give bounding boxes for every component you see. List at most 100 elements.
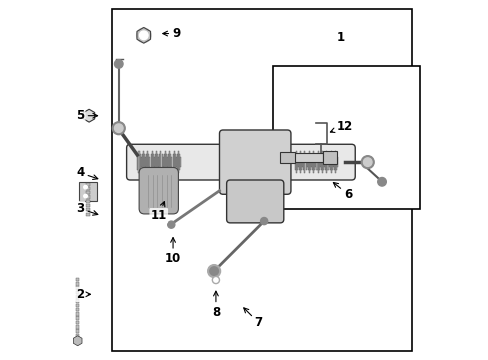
Text: 12: 12 <box>330 120 352 133</box>
Bar <box>76 291 80 294</box>
Bar <box>76 316 80 320</box>
FancyBboxPatch shape <box>305 154 306 170</box>
Bar <box>76 295 80 298</box>
FancyBboxPatch shape <box>179 154 180 170</box>
FancyBboxPatch shape <box>147 152 148 173</box>
FancyBboxPatch shape <box>177 154 178 170</box>
Bar <box>86 183 90 186</box>
Bar <box>76 312 80 316</box>
Bar <box>112 9 411 351</box>
Bar <box>86 212 90 216</box>
FancyBboxPatch shape <box>300 152 301 173</box>
FancyBboxPatch shape <box>324 157 325 167</box>
Bar <box>287 153 323 162</box>
Circle shape <box>207 265 220 278</box>
FancyBboxPatch shape <box>310 157 311 167</box>
Circle shape <box>260 217 267 225</box>
FancyBboxPatch shape <box>334 152 336 173</box>
FancyBboxPatch shape <box>141 157 142 167</box>
Text: 9: 9 <box>163 27 181 40</box>
FancyBboxPatch shape <box>178 152 179 173</box>
FancyBboxPatch shape <box>332 157 333 167</box>
FancyBboxPatch shape <box>323 154 324 170</box>
Text: 5: 5 <box>76 109 98 122</box>
Circle shape <box>139 31 148 40</box>
FancyBboxPatch shape <box>173 152 174 173</box>
FancyBboxPatch shape <box>333 154 334 170</box>
Text: 10: 10 <box>164 238 181 265</box>
FancyBboxPatch shape <box>314 154 315 170</box>
FancyBboxPatch shape <box>137 154 138 170</box>
FancyBboxPatch shape <box>303 154 304 170</box>
FancyBboxPatch shape <box>226 180 283 223</box>
FancyBboxPatch shape <box>165 154 166 170</box>
FancyBboxPatch shape <box>164 152 165 173</box>
Circle shape <box>114 60 123 68</box>
FancyBboxPatch shape <box>143 154 145 170</box>
FancyBboxPatch shape <box>316 154 317 170</box>
Bar <box>76 334 80 337</box>
FancyBboxPatch shape <box>294 154 295 170</box>
FancyBboxPatch shape <box>180 157 181 167</box>
Circle shape <box>167 221 175 228</box>
FancyBboxPatch shape <box>158 157 159 167</box>
FancyBboxPatch shape <box>156 152 157 173</box>
Bar <box>280 152 294 163</box>
FancyBboxPatch shape <box>155 154 156 170</box>
Text: 4: 4 <box>76 166 98 180</box>
FancyBboxPatch shape <box>176 157 177 167</box>
Bar <box>76 282 80 286</box>
FancyBboxPatch shape <box>317 152 318 173</box>
FancyBboxPatch shape <box>126 144 354 180</box>
FancyBboxPatch shape <box>301 154 302 170</box>
FancyBboxPatch shape <box>318 154 319 170</box>
FancyBboxPatch shape <box>170 154 171 170</box>
Bar <box>76 329 80 333</box>
FancyBboxPatch shape <box>142 152 143 173</box>
Text: 11: 11 <box>150 202 166 222</box>
FancyBboxPatch shape <box>157 154 158 170</box>
Bar <box>86 195 90 199</box>
FancyBboxPatch shape <box>138 152 139 173</box>
FancyBboxPatch shape <box>309 154 310 170</box>
Bar <box>80 182 97 202</box>
Circle shape <box>213 278 218 282</box>
Text: 2: 2 <box>76 288 90 301</box>
Bar <box>86 200 90 203</box>
FancyBboxPatch shape <box>161 154 162 170</box>
FancyBboxPatch shape <box>169 152 170 173</box>
Circle shape <box>136 28 151 42</box>
Circle shape <box>363 158 371 166</box>
FancyBboxPatch shape <box>145 157 146 167</box>
FancyBboxPatch shape <box>167 157 168 167</box>
FancyBboxPatch shape <box>163 154 164 170</box>
Bar <box>76 321 80 324</box>
Bar <box>323 152 337 164</box>
FancyBboxPatch shape <box>152 154 154 170</box>
Text: 8: 8 <box>211 291 220 319</box>
FancyBboxPatch shape <box>308 152 309 173</box>
FancyBboxPatch shape <box>311 154 312 170</box>
Circle shape <box>114 124 123 132</box>
Bar <box>76 299 80 303</box>
Bar <box>76 308 80 311</box>
FancyBboxPatch shape <box>139 167 178 214</box>
FancyBboxPatch shape <box>330 152 331 173</box>
FancyBboxPatch shape <box>307 154 308 170</box>
Bar <box>86 208 90 211</box>
FancyBboxPatch shape <box>160 152 161 173</box>
FancyBboxPatch shape <box>329 154 330 170</box>
FancyBboxPatch shape <box>320 154 321 170</box>
FancyBboxPatch shape <box>174 154 175 170</box>
Bar <box>76 287 80 290</box>
FancyBboxPatch shape <box>148 154 149 170</box>
Text: 6: 6 <box>333 183 351 201</box>
FancyBboxPatch shape <box>150 154 151 170</box>
FancyBboxPatch shape <box>327 154 328 170</box>
Circle shape <box>377 177 386 186</box>
FancyBboxPatch shape <box>319 157 320 167</box>
Bar <box>272 66 419 208</box>
FancyBboxPatch shape <box>297 157 298 167</box>
FancyBboxPatch shape <box>219 130 290 194</box>
FancyBboxPatch shape <box>159 154 160 170</box>
